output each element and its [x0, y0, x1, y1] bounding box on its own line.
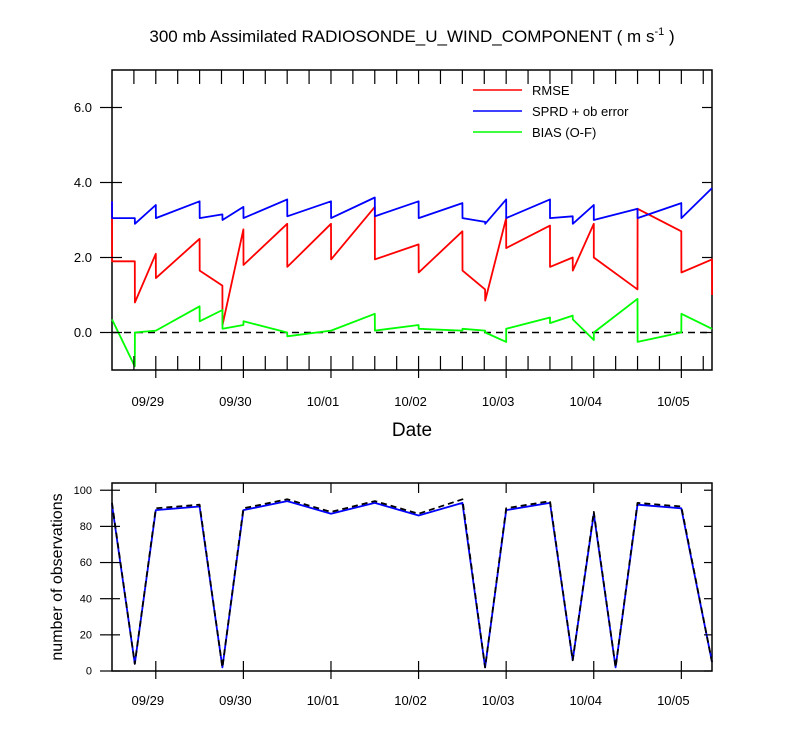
- x-tick-label-10-03: 10/03: [482, 394, 515, 409]
- y-tick-label-80: 80: [80, 521, 92, 533]
- x-tick-label-10-01: 10/01: [307, 693, 340, 708]
- legend-label-sprd: SPRD + ob error: [532, 104, 629, 119]
- x-tick-label-10-01: 10/01: [307, 394, 340, 409]
- bottom-plot-frame: [111, 482, 713, 672]
- x-axis-label: Date: [392, 420, 432, 441]
- y-tick-label-100: 100: [74, 485, 92, 497]
- y-tick-label-0: 0: [86, 666, 92, 678]
- x-tick-label-09-29: 09/29: [132, 394, 165, 409]
- x-tick-label-09-29: 09/29: [132, 693, 165, 708]
- y-tick-label-2-0: 2.0: [74, 250, 92, 265]
- x-tick-label-10-02: 10/02: [394, 394, 427, 409]
- x-tick-label-10-04: 10/04: [569, 693, 602, 708]
- y-tick-label-40: 40: [80, 593, 92, 605]
- x-tick-label-10-02: 10/02: [394, 693, 427, 708]
- top-plot: 0.0 2.0 4.0 6.0 09/29 09/30 10/01 10/02 10/03 10/…: [74, 69, 713, 409]
- series-line-sprd-ob-error: [111, 187, 713, 225]
- x-tick-label-09-30: 09/30: [219, 693, 252, 708]
- series-line-total: [111, 498, 713, 669]
- series-line-rmse: [111, 201, 713, 326]
- x-tick-label-10-05: 10/05: [657, 394, 690, 409]
- y-tick-label-20: 20: [80, 630, 92, 642]
- y-tick-label-4-0: 4.0: [74, 175, 92, 190]
- bottom-y-axis-label: number of observations: [49, 493, 66, 660]
- y-tick-label-60: 60: [80, 557, 92, 569]
- y-tick-label-0-0: 0.0: [74, 325, 92, 340]
- bottom-plot: 0 20 40 60 80 100 09/29 09/30 10/01 10/02 10/03 10/…: [74, 482, 713, 708]
- legend-label-rmse: RMSE: [532, 83, 570, 98]
- y-tick-label-6-0: 6.0: [74, 100, 92, 115]
- legend-label-bias: BIAS (O-F): [532, 125, 596, 140]
- x-tick-label-09-30: 09/30: [219, 394, 252, 409]
- chart-title: 300 mb Assimilated RADIOSONDE_U_WIND_COM…: [149, 26, 674, 46]
- legend: RMSE SPRD + ob error BIAS (O-F): [473, 83, 629, 140]
- x-tick-label-10-03: 10/03: [482, 693, 515, 708]
- x-tick-label-10-05: 10/05: [657, 693, 690, 708]
- series-line-bias-o-f: [111, 297, 713, 368]
- x-tick-label-10-04: 10/04: [569, 394, 602, 409]
